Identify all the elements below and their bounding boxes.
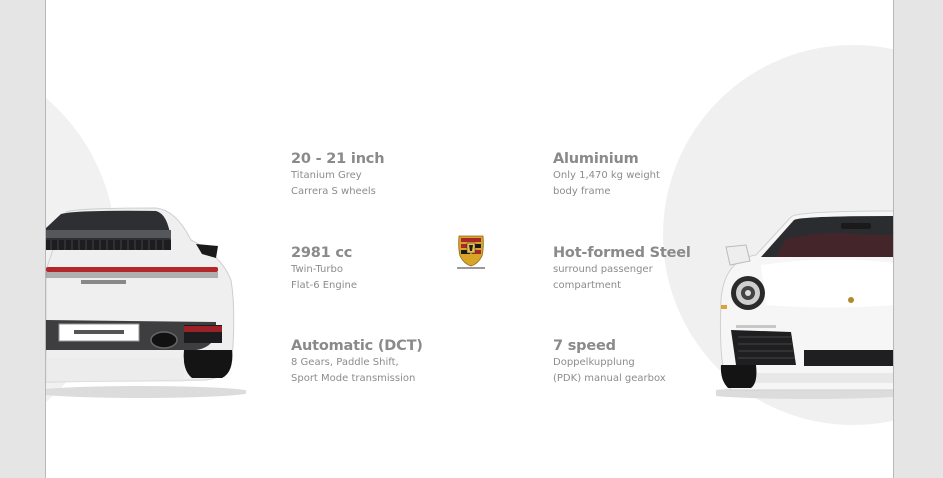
spec-transmission: Automatic (DCT) 8 Gears, Paddle Shift, S…	[291, 337, 491, 387]
porsche-911-front-image	[716, 210, 893, 399]
spec-title: Aluminium	[553, 151, 639, 167]
spec-panel: 20 - 21 inch Titanium Grey Carrera S whe…	[45, 0, 894, 478]
spec-gearbox: 7 speed Doppelkupplung (PDK) manual gear…	[553, 337, 753, 387]
spec-detail: Titanium Grey	[291, 170, 362, 181]
spec-detail: body frame	[553, 186, 611, 197]
spec-detail: Doppelkupplung	[553, 357, 635, 368]
porsche-crest-icon	[457, 235, 485, 269]
spec-title: 20 - 21 inch	[291, 151, 385, 167]
spec-engine: 2981 cc Twin-Turbo Flat-6 Engine	[291, 244, 491, 294]
spec-detail: (PDK) manual gearbox	[553, 373, 666, 384]
spec-title: Hot-formed Steel	[553, 245, 691, 261]
spec-detail: Carrera S wheels	[291, 186, 376, 197]
spec-steel: Hot-formed Steel surround passenger comp…	[553, 244, 753, 294]
spec-title: Automatic (DCT)	[291, 338, 423, 354]
spec-title: 2981 cc	[291, 245, 353, 261]
spec-detail: compartment	[553, 280, 622, 291]
spec-wheels: 20 - 21 inch Titanium Grey Carrera S whe…	[291, 150, 491, 200]
spec-body-frame: Aluminium Only 1,470 kg weight body fram…	[553, 150, 753, 200]
spec-title: 7 speed	[553, 338, 616, 354]
porsche-911-rear-image	[46, 207, 246, 398]
spec-detail: Twin-Turbo	[291, 264, 343, 275]
spec-detail: Only 1,470 kg weight	[553, 170, 660, 181]
spec-detail: 8 Gears, Paddle Shift,	[291, 357, 399, 368]
spec-detail: Sport Mode transmission	[291, 373, 416, 384]
spec-detail: surround passenger	[553, 264, 653, 275]
spec-detail: Flat-6 Engine	[291, 280, 358, 291]
